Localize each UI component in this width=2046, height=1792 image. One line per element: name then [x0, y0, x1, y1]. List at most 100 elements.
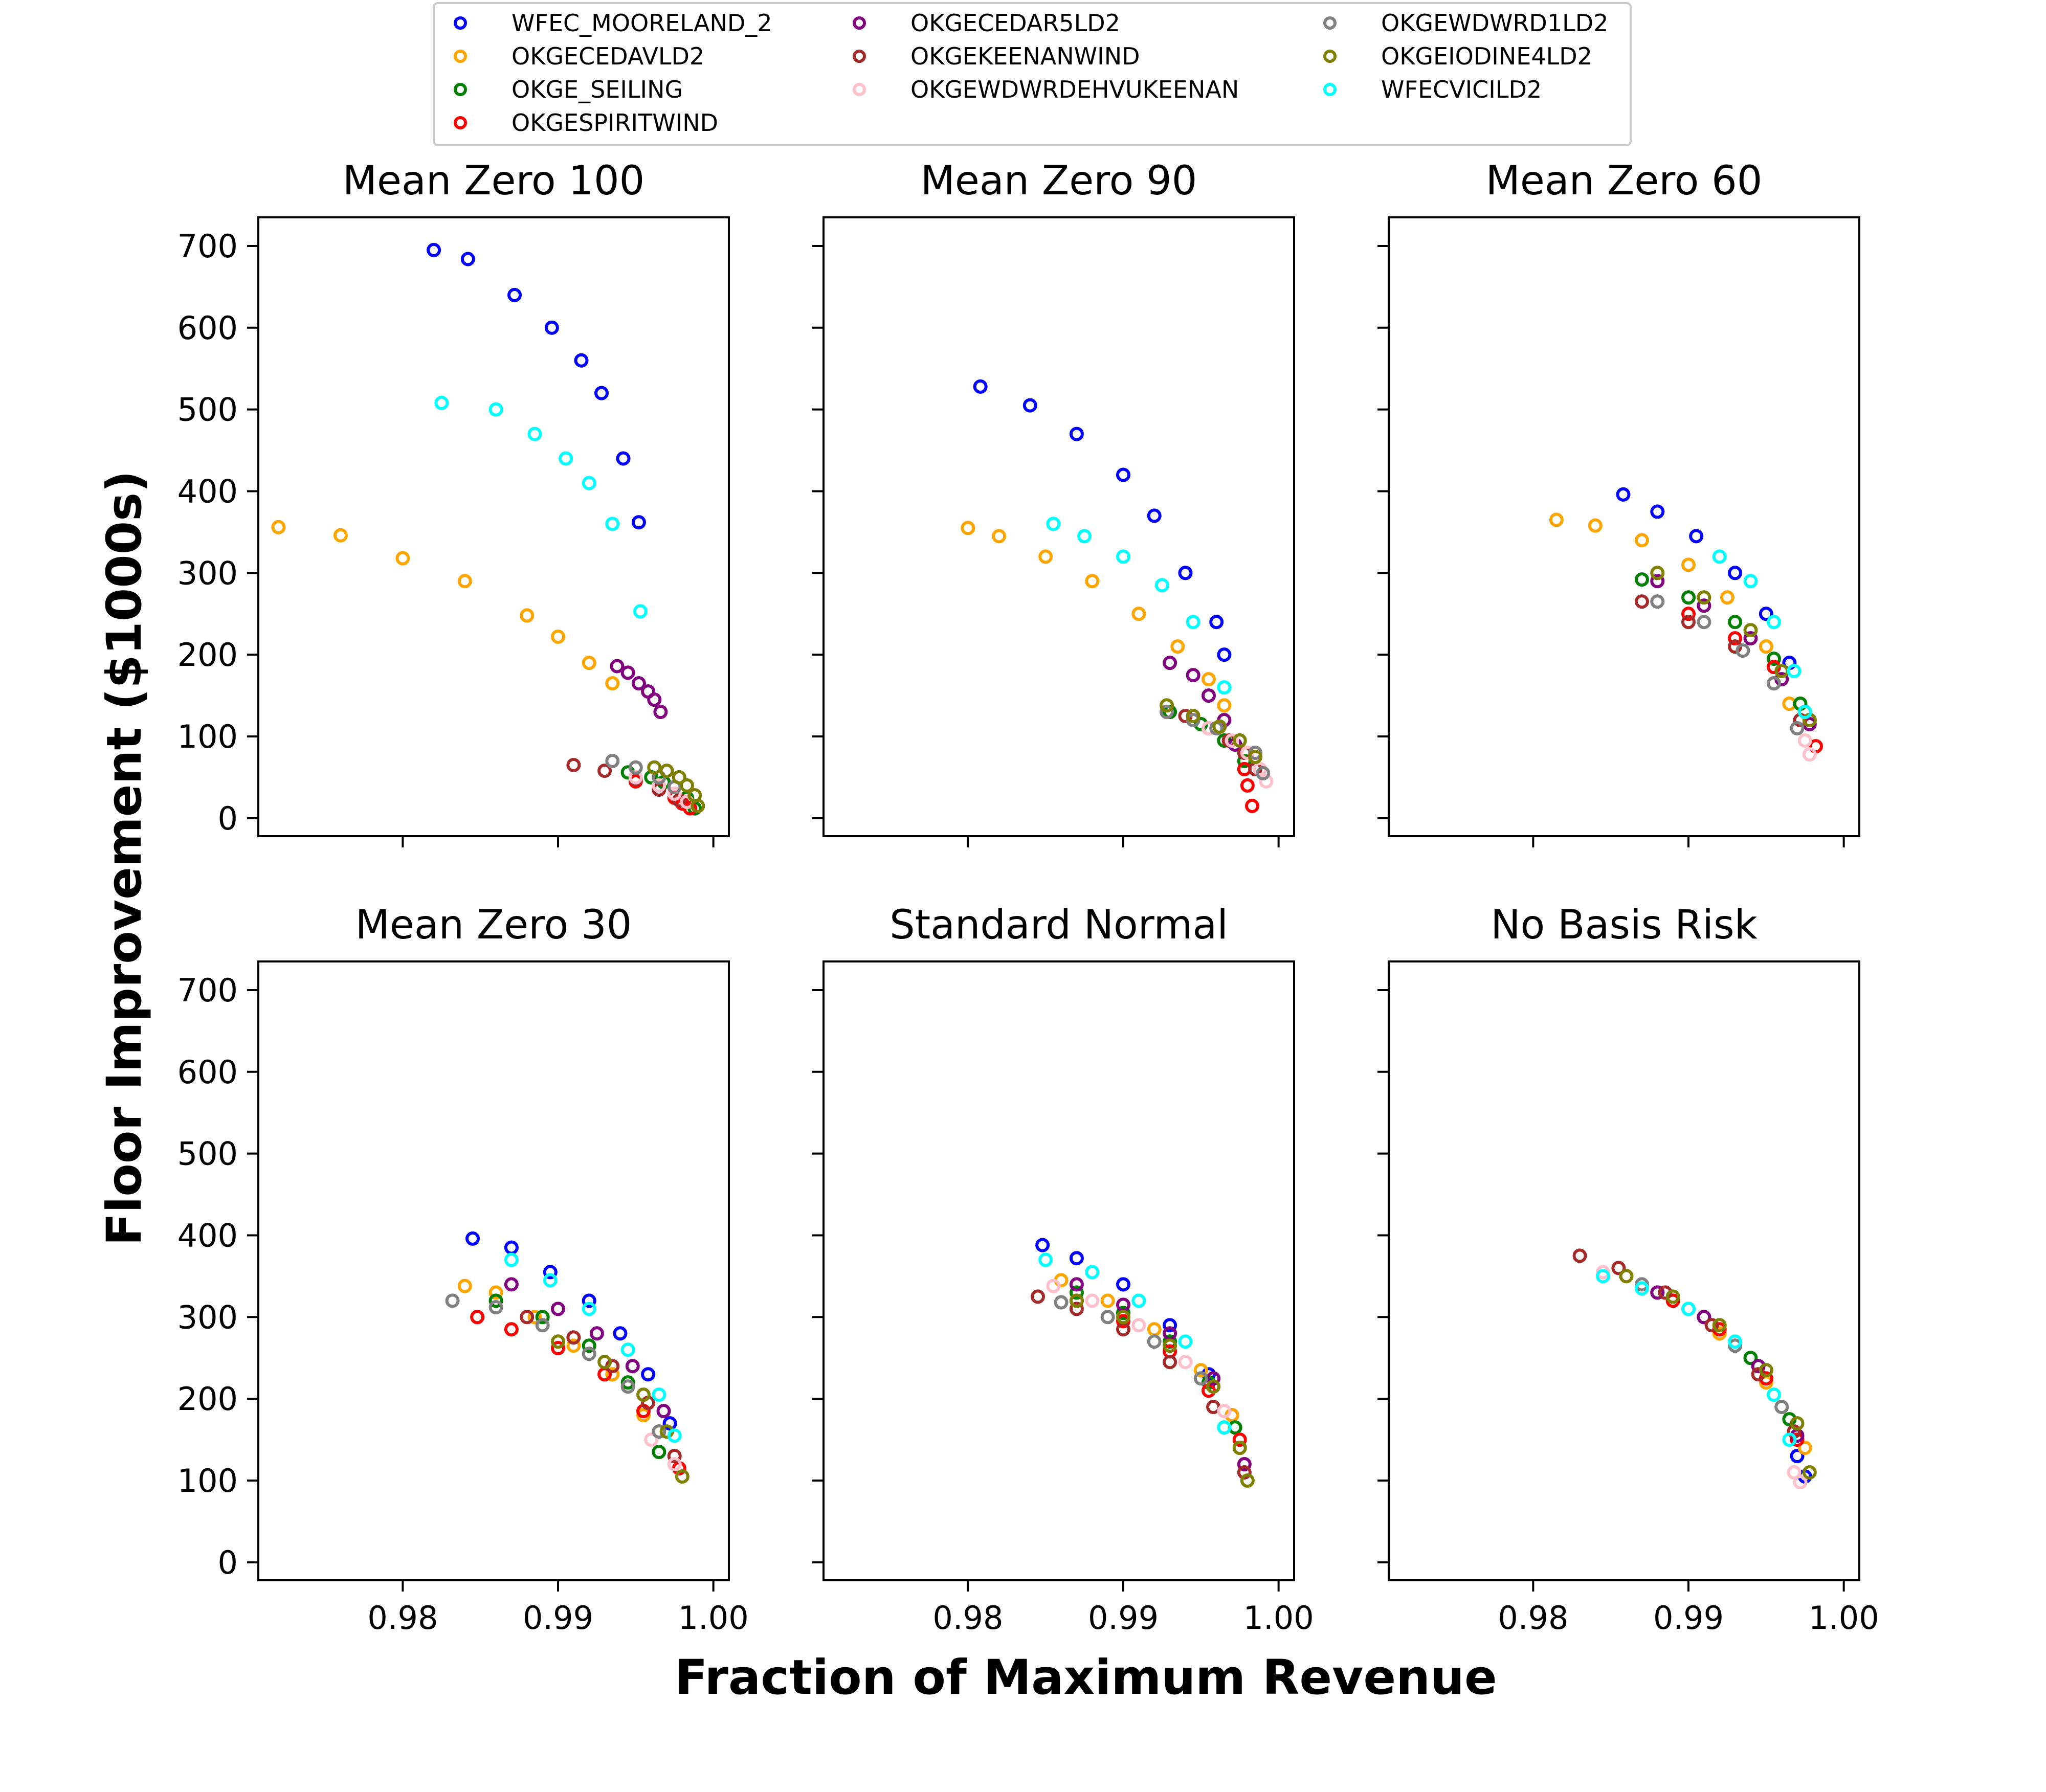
data-point [504, 1252, 519, 1267]
panel-frame [1388, 960, 1860, 1581]
data-point [597, 1355, 612, 1370]
data-point [544, 320, 559, 335]
data-point [1069, 1302, 1084, 1316]
data-point [1131, 607, 1146, 621]
series-okgecedar5ld2 [504, 1277, 671, 1419]
data-point [589, 1326, 604, 1341]
data-point [1619, 1269, 1634, 1284]
data-point [1217, 647, 1232, 662]
data-point [1572, 1248, 1587, 1263]
data-point [543, 1265, 558, 1280]
panel-grid: Mean Zero 1000100200300400500600700Mean … [177, 158, 1879, 1637]
data-point [605, 676, 620, 691]
series-okgeiodine4ld2 [647, 760, 705, 813]
x-tick-label: 1.00 [1809, 1599, 1879, 1637]
legend-marker [454, 116, 467, 129]
y-tick-label: 100 [177, 1462, 238, 1499]
data-point [1209, 615, 1224, 630]
data-point [1596, 1269, 1611, 1284]
data-point [551, 1341, 566, 1356]
data-point [1069, 1251, 1084, 1266]
data-point [1085, 574, 1100, 589]
data-point [647, 760, 662, 775]
data-point [1588, 518, 1603, 533]
data-point [1240, 1473, 1255, 1488]
data-point [1697, 615, 1711, 630]
data-point [1743, 631, 1758, 646]
data-point [1728, 631, 1743, 646]
data-point [1054, 1295, 1069, 1310]
data-point [1116, 467, 1131, 482]
x-tick-label: 0.99 [523, 1599, 593, 1637]
legend: WFEC_MOORELAND_2 OKGECEDAVLD2 OKGE_SEILING… [433, 2, 1632, 146]
y-tick-label: 0 [218, 1544, 238, 1581]
legend-marker [853, 83, 866, 96]
x-tick-label: 1.00 [1243, 1599, 1314, 1637]
legend-entry: WFEC_MOORELAND_2 [511, 9, 772, 37]
data-point [605, 517, 620, 531]
data-point [1147, 508, 1162, 523]
data-point [1085, 1293, 1100, 1308]
series-okgekeenanwind [520, 1310, 682, 1464]
data-point [1163, 656, 1177, 670]
data-point [641, 1367, 656, 1382]
data-point [1790, 1416, 1805, 1431]
data-point [620, 1342, 635, 1357]
data-point [961, 521, 975, 535]
series-wfecvicild2 [1712, 549, 1812, 720]
data-point [582, 1302, 596, 1316]
data-point [652, 1445, 666, 1460]
panel-frame [257, 960, 730, 1581]
y-tick-label: 300 [177, 1298, 238, 1336]
data-point [427, 242, 441, 257]
data-point [605, 1367, 620, 1382]
series-wfecvicild2 [434, 395, 648, 619]
data-point [520, 608, 535, 623]
data-point [1697, 598, 1711, 613]
data-point [1163, 1338, 1177, 1353]
data-point [488, 402, 503, 417]
data-point [680, 778, 695, 793]
data-point [488, 1285, 503, 1300]
data-point [1217, 698, 1232, 713]
data-point [551, 1302, 566, 1316]
data-point [1650, 594, 1665, 609]
x-axis-title: Fraction of Maximum Revenue [675, 1650, 1497, 1706]
data-point [1232, 1441, 1247, 1455]
data-point [465, 1231, 480, 1246]
data-point [1035, 1238, 1050, 1252]
x-tick-label: 0.99 [1653, 1599, 1724, 1637]
data-point [333, 528, 348, 543]
data-point [1790, 721, 1805, 736]
series-wfecvicild2 [504, 1252, 682, 1443]
data-point [566, 1338, 581, 1353]
series-okgecedavld2 [271, 520, 620, 691]
data-point [543, 1273, 558, 1288]
data-point [1802, 747, 1817, 762]
data-point [652, 778, 666, 793]
panel-frame [1388, 216, 1860, 837]
data-point [1650, 504, 1665, 519]
data-point [1202, 672, 1216, 687]
data-point [504, 1322, 519, 1337]
data-point [434, 395, 449, 410]
data-point [1245, 798, 1260, 813]
series-okge-seiling [488, 1293, 666, 1460]
data-point [659, 764, 674, 778]
series-wfecvicild2 [1038, 1252, 1232, 1435]
data-point [1116, 1310, 1131, 1325]
data-point [1163, 1355, 1177, 1370]
data-point [271, 520, 286, 534]
data-point [973, 379, 988, 394]
data-point [1793, 1475, 1808, 1490]
data-point [1186, 668, 1200, 683]
data-point [1759, 639, 1773, 654]
data-point [1193, 1363, 1208, 1378]
data-point [644, 1432, 659, 1447]
data-point [652, 1387, 666, 1402]
y-tick-label: 200 [177, 1380, 238, 1418]
data-point [1232, 733, 1247, 748]
data-point [582, 1338, 596, 1353]
